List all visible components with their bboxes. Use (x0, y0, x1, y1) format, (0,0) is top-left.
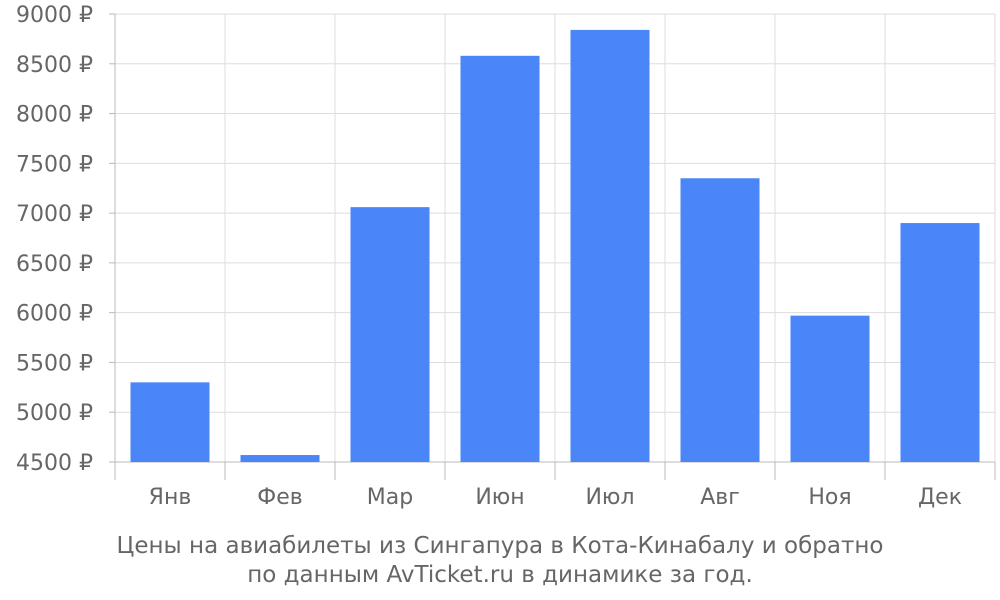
bar (350, 207, 430, 462)
x-tick-label: Фев (257, 485, 302, 510)
y-tick-label: 8000 ₽ (16, 103, 93, 128)
bar (460, 55, 540, 463)
x-tick-label: Июн (475, 485, 524, 510)
bar (790, 315, 870, 462)
x-tick-label: Июл (585, 485, 634, 510)
x-tick-label: Авг (700, 485, 740, 510)
bar (130, 382, 210, 462)
bar (570, 29, 650, 462)
bar (680, 178, 760, 462)
y-tick-label: 5500 ₽ (16, 351, 93, 376)
y-tick-label: 6500 ₽ (16, 252, 93, 277)
chart-caption-line-2: по данным AvTicket.ru в динамике за год. (247, 562, 753, 588)
x-tick-label: Дек (918, 485, 962, 510)
bar (240, 455, 320, 462)
x-tick-label: Мар (367, 485, 413, 510)
y-tick-label: 7500 ₽ (16, 152, 93, 177)
y-tick-label: 7000 ₽ (16, 202, 93, 227)
y-tick-label: 5000 ₽ (16, 401, 93, 426)
bar (900, 223, 980, 462)
y-tick-label: 8500 ₽ (16, 53, 93, 78)
y-tick-label: 6000 ₽ (16, 302, 93, 327)
chart-caption-line-1: Цены на авиабилеты из Сингапура в Кота-К… (116, 533, 884, 559)
y-tick-label: 9000 ₽ (16, 3, 93, 28)
x-tick-label: Янв (149, 485, 192, 510)
y-tick-label: 4500 ₽ (16, 451, 93, 476)
x-tick-label: Ноя (808, 485, 851, 510)
